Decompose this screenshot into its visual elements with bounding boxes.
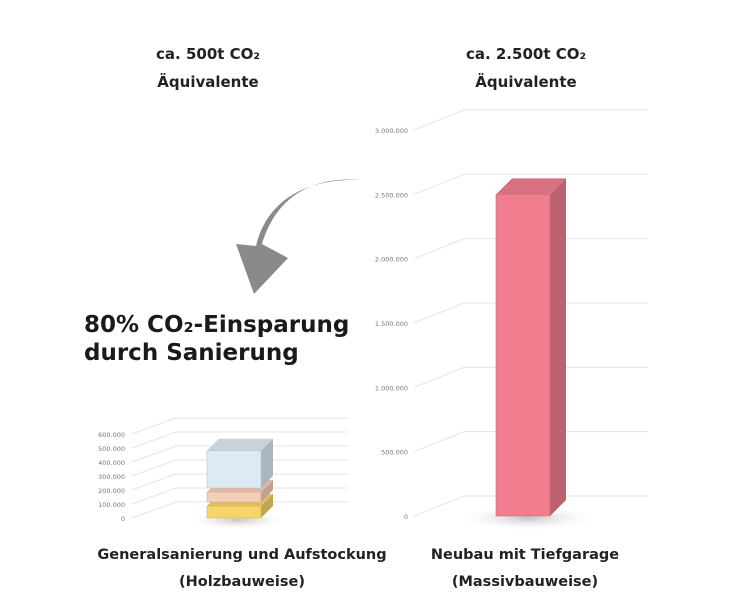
bar-shadow [455,505,600,531]
y-tick-label: 0 [121,515,125,523]
gridline [131,473,348,491]
right-header-line2: Äquivalente [475,73,577,91]
headline-line1: 80% CO₂-Einsparung [84,312,350,338]
left-caption-line1: Generalsanierung und Aufstockung [97,547,387,563]
bar-side [550,178,566,517]
right-chart: 0 500.000 1.000.000 1.500.000 2.000.000 2.500… [375,109,648,531]
bar-top [496,178,566,195]
right-header: ca. 2.500t CO₂ Äquivalente [416,40,636,96]
headline-line2: durch Sanierung [84,340,299,366]
gridline [413,302,648,324]
gridline [131,487,348,505]
y-tick-label: 1.000.000 [375,384,408,392]
right-caption-line2: (Massivbauweise) [451,574,599,590]
right-caption-line1: Neubau mit Tiefgarage [430,547,620,563]
y-tick-label: 600.000 [98,431,125,439]
y-tick-label: 500.000 [381,449,408,457]
bar-side [261,480,273,502]
y-tick-label: 2.000.000 [375,256,408,264]
bar [495,194,551,517]
left-header-line1: ca. 500t CO₂ [156,45,260,63]
left-header-line2: Äquivalente [157,73,259,91]
left-chart: 0 100.000 200.000 300.000 400.000 500.000 600.… [98,417,348,530]
left-caption: Generalsanierung und Aufstockung (Holzba… [92,542,392,596]
bar [206,450,262,489]
left-caption-line2: (Holzbauweise) [179,574,305,590]
gridline [413,238,648,260]
y-tick-label: 300.000 [98,473,125,481]
bar-side [261,494,273,518]
y-tick-label: 3.000.000 [375,127,408,135]
right-caption: Neubau mit Tiefgarage (Massivbauweise) [418,542,632,596]
gridline [413,495,648,517]
y-tick-label: 0 [404,513,408,521]
bar [206,505,262,519]
y-tick-label: 500.000 [98,445,125,453]
gridline [413,109,648,131]
bar-side [261,438,273,488]
curved-arrow-icon [236,179,362,294]
y-tick-label: 1.500.000 [375,320,408,328]
gridline [131,501,348,519]
savings-headline: 80% CO₂-Einsparung durch Sanierung [84,311,349,367]
gridline [413,366,648,388]
y-tick-label: 400.000 [98,459,125,467]
y-tick-label: 200.000 [98,487,125,495]
right-header-line1: ca. 2.500t CO₂ [465,45,587,63]
gridline [131,431,348,449]
bar-top [207,438,273,451]
gridline [131,459,348,477]
y-tick-label: 100.000 [98,501,125,509]
left-header: ca. 500t CO₂ Äquivalente [108,40,308,96]
arrow-shape [236,179,362,294]
gridline [131,445,348,463]
gridline [413,431,648,453]
y-tick-label: 2.500.000 [375,191,408,199]
gridline [131,417,348,435]
bar [206,491,262,503]
gridline [413,173,648,195]
